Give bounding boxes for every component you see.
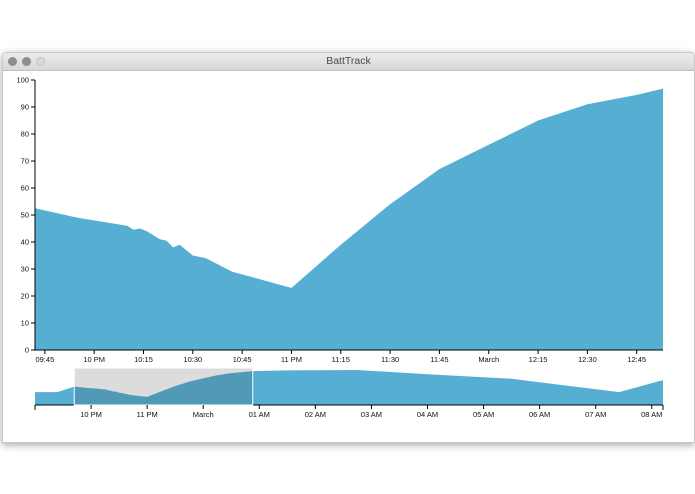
zoom-button[interactable] — [36, 57, 45, 66]
svg-text:20: 20 — [21, 292, 29, 301]
context-x-tick: 03 AM — [361, 405, 382, 419]
svg-text:12:15: 12:15 — [529, 355, 548, 364]
minimize-button[interactable] — [22, 57, 31, 66]
y-tick: 100 — [16, 76, 35, 85]
x-tick: 12:30 — [578, 350, 597, 364]
svg-text:11 PM: 11 PM — [281, 355, 302, 364]
y-tick: 10 — [21, 319, 35, 328]
y-tick: 40 — [21, 238, 35, 247]
window-title: BattTrack — [326, 55, 371, 67]
x-tick: 09:45 — [35, 350, 54, 364]
context-area — [35, 370, 663, 405]
context-x-tick: 11 PM — [137, 405, 158, 419]
svg-text:50: 50 — [21, 211, 29, 220]
svg-text:60: 60 — [21, 184, 29, 193]
y-tick: 90 — [21, 103, 35, 112]
svg-text:12:30: 12:30 — [578, 355, 597, 364]
svg-text:80: 80 — [21, 130, 29, 139]
focus-chart: 0 10 20 30 40 50 60 70 80 90 100 09:45 10 PM 10:15 10:… — [16, 76, 663, 364]
svg-text:03 AM: 03 AM — [361, 410, 382, 419]
y-tick: 80 — [21, 130, 35, 139]
x-tick: 10 PM — [83, 350, 105, 364]
svg-text:100: 100 — [16, 76, 29, 85]
svg-text:01 AM: 01 AM — [249, 410, 270, 419]
context-x-tick: 04 AM — [417, 405, 438, 419]
close-button[interactable] — [8, 57, 17, 66]
svg-text:02 AM: 02 AM — [305, 410, 326, 419]
svg-text:10 PM: 10 PM — [83, 355, 105, 364]
svg-text:12:45: 12:45 — [627, 355, 646, 364]
x-tick: 11 PM — [281, 350, 302, 364]
svg-text:11 PM: 11 PM — [137, 410, 158, 419]
y-tick: 50 — [21, 211, 35, 220]
svg-text:07 AM: 07 AM — [585, 410, 606, 419]
svg-text:10:15: 10:15 — [134, 355, 153, 364]
y-tick: 20 — [21, 292, 35, 301]
x-tick: 12:45 — [627, 350, 646, 364]
svg-text:March: March — [193, 410, 214, 419]
svg-text:05 AM: 05 AM — [473, 410, 494, 419]
y-tick: 0 — [25, 346, 35, 355]
context-x-tick: 08 AM — [641, 405, 662, 419]
svg-text:10:30: 10:30 — [183, 355, 202, 364]
svg-text:30: 30 — [21, 265, 29, 274]
context-x-tick: March — [193, 405, 214, 419]
svg-text:40: 40 — [21, 238, 29, 247]
y-tick: 70 — [21, 157, 35, 166]
x-tick: 10:45 — [233, 350, 252, 364]
y-tick: 30 — [21, 265, 35, 274]
svg-text:11:30: 11:30 — [381, 355, 399, 364]
x-tick: 10:15 — [134, 350, 153, 364]
x-tick: 11:15 — [332, 350, 350, 364]
context-x-tick: 10 PM — [80, 405, 102, 419]
context-x-tick: 01 AM — [249, 405, 270, 419]
context-chart: 10 PM 11 PM March 01 AM 02 AM 03 AM 04 AM 05 AM… — [34, 367, 664, 419]
svg-text:March: March — [478, 355, 499, 364]
svg-text:10:45: 10:45 — [233, 355, 252, 364]
svg-text:04 AM: 04 AM — [417, 410, 438, 419]
focus-area — [35, 88, 663, 350]
x-tick: 12:15 — [529, 350, 548, 364]
svg-text:11:15: 11:15 — [332, 355, 350, 364]
context-x-tick: 05 AM — [473, 405, 494, 419]
svg-text:0: 0 — [25, 346, 29, 355]
svg-text:08 AM: 08 AM — [641, 410, 662, 419]
context-x-tick: 02 AM — [305, 405, 326, 419]
y-tick: 60 — [21, 184, 35, 193]
svg-text:10 PM: 10 PM — [80, 410, 102, 419]
context-x-tick: 06 AM — [529, 405, 550, 419]
svg-text:70: 70 — [21, 157, 29, 166]
x-tick: 11:30 — [381, 350, 399, 364]
svg-text:11:45: 11:45 — [430, 355, 448, 364]
brush-selection[interactable] — [73, 367, 254, 406]
svg-text:90: 90 — [21, 103, 29, 112]
x-tick: 11:45 — [430, 350, 449, 364]
context-x-tick: 07 AM — [585, 405, 606, 419]
svg-text:10: 10 — [21, 319, 29, 328]
title-bar: BattTrack — [3, 53, 694, 71]
svg-text:06 AM: 06 AM — [529, 410, 550, 419]
x-tick: 10:30 — [183, 350, 202, 364]
x-tick: March — [478, 350, 499, 364]
svg-text:09:45: 09:45 — [35, 355, 54, 364]
